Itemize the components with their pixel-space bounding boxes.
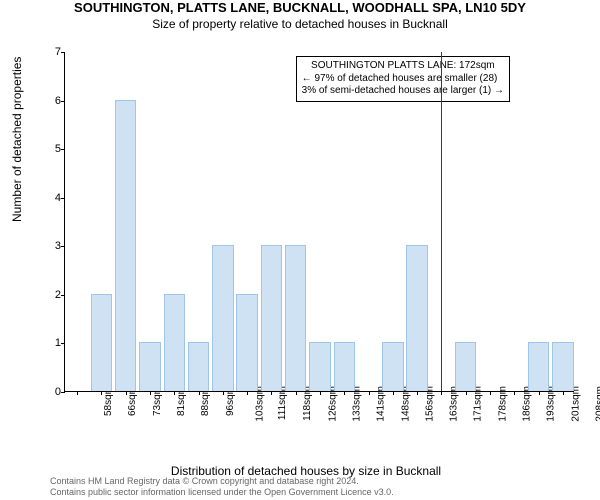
y-axis-label: Number of detached properties xyxy=(10,57,24,222)
x-tick-mark xyxy=(563,391,564,395)
bar xyxy=(334,342,355,391)
bar xyxy=(455,342,476,391)
x-tick-label: 201sqm xyxy=(570,386,581,422)
x-tick-mark xyxy=(514,391,515,395)
x-tick-mark xyxy=(271,391,272,395)
footer-line2: Contains public sector information licen… xyxy=(50,487,394,498)
y-tick-label: 1 xyxy=(49,337,61,349)
y-tick-label: 6 xyxy=(49,95,61,107)
x-tick-mark xyxy=(174,391,175,395)
x-tick-mark xyxy=(199,391,200,395)
page-subtitle: Size of property relative to detached ho… xyxy=(0,17,600,31)
bar xyxy=(528,342,549,391)
x-tick-label: 156sqm xyxy=(424,386,435,422)
bar xyxy=(236,294,257,391)
y-tick-mark xyxy=(61,392,65,393)
x-tick-mark xyxy=(150,391,151,395)
x-tick-label: 141sqm xyxy=(376,386,387,422)
x-tick-label: 193sqm xyxy=(546,386,557,422)
x-tick-mark xyxy=(344,391,345,395)
x-tick-mark xyxy=(101,391,102,395)
footer: Contains HM Land Registry data © Crown c… xyxy=(50,476,394,498)
x-tick-mark xyxy=(539,391,540,395)
x-tick-label: 118sqm xyxy=(302,386,313,421)
bar xyxy=(115,100,136,391)
x-tick-label: 103sqm xyxy=(254,386,265,422)
bar xyxy=(406,245,427,391)
page-title: SOUTHINGTON, PLATTS LANE, BUCKNALL, WOOD… xyxy=(0,0,600,15)
plot-area: SOUTHINGTON PLATTS LANE: 172sqm ← 97% of… xyxy=(64,52,574,392)
y-tick-label: 7 xyxy=(49,46,61,58)
x-tick-label: 208sqm xyxy=(594,386,600,422)
x-tick-label: 186sqm xyxy=(522,386,533,422)
x-tick-mark xyxy=(126,391,127,395)
bar xyxy=(309,342,330,391)
annotation-line3: 3% of semi-detached houses are larger (1… xyxy=(302,85,504,98)
x-tick-mark xyxy=(490,391,491,395)
bar xyxy=(382,342,403,391)
footer-line1: Contains HM Land Registry data © Crown c… xyxy=(50,476,394,487)
x-tick-mark xyxy=(247,391,248,395)
bar xyxy=(552,342,573,391)
x-tick-mark xyxy=(441,391,442,395)
y-tick-label: 2 xyxy=(49,289,61,301)
x-tick-mark xyxy=(77,391,78,395)
bar xyxy=(212,245,233,391)
x-tick-label: 133sqm xyxy=(352,386,363,422)
y-tick-mark xyxy=(61,295,65,296)
x-tick-label: 171sqm xyxy=(473,386,484,422)
x-tick-label: 126sqm xyxy=(327,386,338,422)
x-tick-mark xyxy=(393,391,394,395)
x-tick-mark xyxy=(466,391,467,395)
marker-annotation: SOUTHINGTON PLATTS LANE: 172sqm ← 97% of… xyxy=(296,56,510,102)
y-tick-mark xyxy=(61,149,65,150)
x-tick-label: 148sqm xyxy=(400,386,411,422)
bar xyxy=(139,342,160,391)
y-tick-label: 4 xyxy=(49,192,61,204)
y-tick-mark xyxy=(61,246,65,247)
y-tick-mark xyxy=(61,52,65,53)
bar xyxy=(261,245,282,391)
x-tick-mark xyxy=(369,391,370,395)
annotation-line1: SOUTHINGTON PLATTS LANE: 172sqm xyxy=(302,60,504,73)
x-tick-label: 111sqm xyxy=(277,386,288,420)
x-tick-label: 178sqm xyxy=(497,386,508,422)
y-tick-mark xyxy=(61,198,65,199)
chart: Number of detached properties SOUTHINGTO… xyxy=(38,52,578,432)
bar xyxy=(91,294,112,391)
bar xyxy=(188,342,209,391)
x-tick-mark xyxy=(320,391,321,395)
marker-line xyxy=(441,52,442,391)
y-tick-label: 3 xyxy=(49,240,61,252)
y-tick-label: 5 xyxy=(49,143,61,155)
annotation-line2: ← 97% of detached houses are smaller (28… xyxy=(302,73,504,86)
x-tick-label: 163sqm xyxy=(449,386,460,422)
y-tick-mark xyxy=(61,343,65,344)
y-tick-label: 0 xyxy=(49,386,61,398)
y-tick-mark xyxy=(61,101,65,102)
x-tick-mark xyxy=(296,391,297,395)
x-tick-mark xyxy=(417,391,418,395)
bar xyxy=(164,294,185,391)
x-tick-mark xyxy=(223,391,224,395)
bar xyxy=(285,245,306,391)
